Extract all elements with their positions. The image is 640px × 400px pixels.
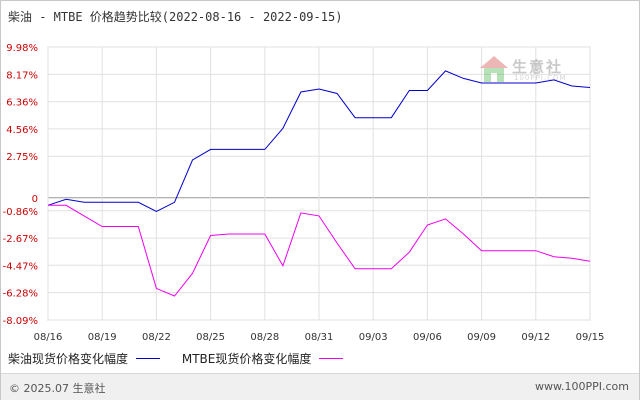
x-tick-label: 09/06 <box>413 332 442 343</box>
x-tick-label: 09/15 <box>576 332 605 343</box>
y-tick-label: -8.09% <box>3 316 38 327</box>
copyright-text: © 2025.07 生意社 <box>9 382 106 395</box>
y-tick-label: 6.36% <box>6 98 38 109</box>
y-tick-label: 9.98% <box>6 43 38 54</box>
y-tick-label: 0 <box>32 194 38 205</box>
y-tick-label: 4.56% <box>6 125 38 136</box>
x-tick-label: 09/09 <box>467 332 496 343</box>
chart-title: 柴油 - MTBE 价格趋势比较(2022-08-16 - 2022-09-15… <box>8 10 343 24</box>
series-line-diesel <box>47 70 591 212</box>
x-tick-label: 08/28 <box>250 332 279 343</box>
legend-line-mtbe <box>319 358 344 359</box>
x-tick-label: 08/16 <box>34 332 63 343</box>
line-chart: 9.98% 8.17% 6.36% 4.56% 2.75% 0 -0.86% -2.67% -4… <box>3 43 605 343</box>
x-axis-ticks: 08/16 08/19 08/22 08/25 08/28 08/31 09/03 09/06… <box>34 332 605 343</box>
y-tick-label: 8.17% <box>6 70 38 81</box>
y-tick-label: -6.28% <box>3 289 38 300</box>
grid <box>47 46 591 321</box>
watermark-logo: 生意社 100PPI.COM <box>478 54 588 84</box>
footer-bar: © 2025.07 生意社 www.100PPI.com <box>1 373 639 400</box>
legend-item-diesel: 柴油现货价格变化幅度 <box>8 350 161 367</box>
x-tick-label: 08/19 <box>88 332 117 343</box>
x-tick-label: 08/22 <box>142 332 171 343</box>
y-tick-label: 2.75% <box>6 152 38 163</box>
y-tick-label: -4.47% <box>3 261 38 272</box>
series-lines <box>47 70 591 297</box>
y-tick-label: -0.86% <box>3 207 38 218</box>
watermark-subtext: 100PPI.COM <box>514 74 567 82</box>
x-tick-label: 08/31 <box>305 332 334 343</box>
x-tick-label: 08/25 <box>196 332 225 343</box>
x-tick-label: 09/03 <box>359 332 388 343</box>
legend-line-diesel <box>136 358 161 359</box>
y-axis-ticks: 9.98% 8.17% 6.36% 4.56% 2.75% 0 -0.86% -2.67% -4… <box>3 43 38 327</box>
x-tick-label: 09/12 <box>521 332 550 343</box>
chart-legend: 柴油现货价格变化幅度 MTBE现货价格变化幅度 <box>8 350 361 367</box>
watermark-text: 生意社 <box>512 58 564 76</box>
series-line-mtbe <box>48 204 591 297</box>
legend-label-mtbe: MTBE现货价格变化幅度 <box>181 352 312 366</box>
legend-label-diesel: 柴油现货价格变化幅度 <box>8 352 129 366</box>
site-link[interactable]: www.100PPI.com <box>535 380 629 393</box>
y-tick-label: -2.67% <box>3 234 38 245</box>
legend-item-mtbe: MTBE现货价格变化幅度 <box>182 350 344 367</box>
house-logo-icon <box>480 56 508 82</box>
